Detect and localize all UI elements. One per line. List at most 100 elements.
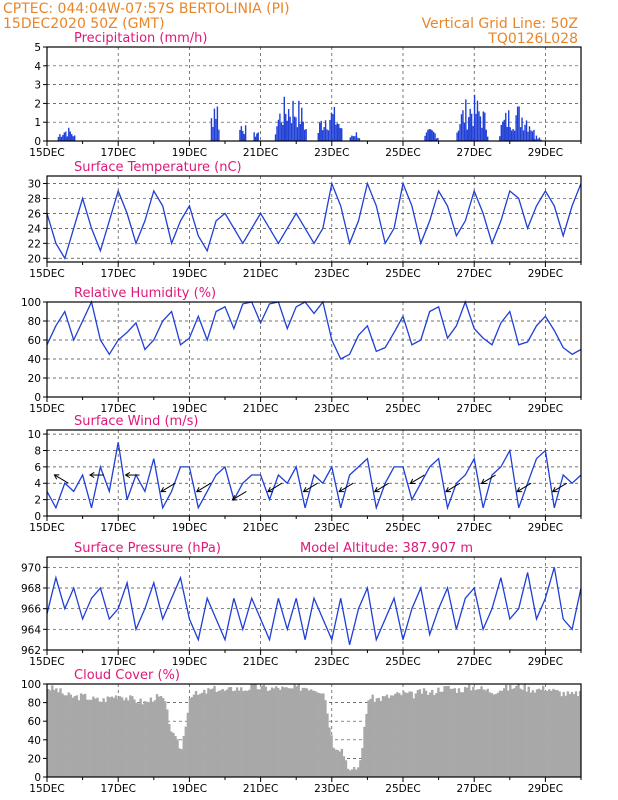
precip-bar — [482, 111, 485, 141]
cloud-bar — [172, 733, 175, 777]
cloud-bar — [389, 695, 393, 777]
precip-xtick-label: 19DEC — [172, 147, 207, 159]
press-xtick-label: 21DEC — [243, 656, 278, 668]
cloud-bar — [69, 694, 72, 777]
cloud-bar — [166, 709, 169, 777]
wind-vector-head — [195, 486, 202, 493]
cloud-bar — [342, 756, 346, 777]
wind-vector-arrow — [410, 474, 425, 484]
precip-bar — [213, 108, 216, 141]
cloud-bar — [279, 689, 282, 777]
precip-bar — [532, 138, 535, 141]
precip-bar — [531, 139, 533, 141]
cloud-bar — [301, 687, 305, 777]
precip-bar — [66, 136, 68, 141]
wind-vector-head — [516, 486, 523, 493]
precip-bar — [485, 129, 487, 141]
precip-bar — [333, 106, 336, 141]
cloud-bar — [445, 686, 448, 777]
cloud-xtick-label: 27DEC — [456, 783, 491, 795]
cloud-bar — [373, 701, 376, 777]
precip-bar — [330, 112, 333, 141]
cloud-bar — [402, 691, 405, 777]
cloud-bar — [556, 690, 559, 777]
cloud-bar — [377, 697, 381, 777]
rh-xtick-label: 29DEC — [528, 403, 563, 415]
precip-bar — [254, 136, 257, 141]
panel-cloud: Cloud Cover (%) 0 20 40 60 80 100 15DEC 17DEC 19D… — [21, 668, 582, 795]
precip-bar — [465, 99, 467, 141]
cloud-bar — [63, 695, 66, 777]
cloud-bar — [65, 695, 68, 777]
precip-bar — [524, 124, 526, 141]
cloud-bar — [108, 697, 111, 777]
cloud-bar — [59, 688, 62, 777]
cloud-bar — [314, 691, 317, 777]
press-xtick-label: 15DEC — [29, 656, 64, 668]
wind-vector-head — [480, 478, 487, 484]
precip-bar — [257, 132, 259, 141]
cloud-ytick-label: 80 — [28, 698, 41, 710]
wind-xtick-label: 27DEC — [456, 522, 491, 534]
cloud-bar — [396, 692, 399, 777]
temp-ytick-label: 24 — [28, 223, 42, 235]
precip-bar — [519, 127, 522, 141]
precip-bars — [57, 94, 542, 141]
cloud-xtick-label: 15DEC — [29, 783, 64, 795]
cloud-bar — [420, 693, 424, 777]
cloud-bar — [168, 724, 171, 777]
cloud-bar — [392, 695, 395, 777]
cloud-bar — [73, 696, 77, 777]
cloud-bar — [291, 688, 294, 777]
cloud-bar — [157, 696, 161, 777]
cloud-bar — [453, 688, 457, 777]
cloud-bar — [463, 686, 467, 777]
cloud-xtick-label: 29DEC — [528, 783, 563, 795]
cloud-bar — [77, 700, 81, 777]
press-xtick-label: 29DEC — [528, 656, 563, 668]
wind-xtick-label: 25DEC — [385, 522, 420, 534]
precip-bar — [244, 125, 247, 141]
precip-bar — [432, 131, 435, 141]
wind-xtick-label: 29DEC — [528, 522, 563, 534]
cloud-bar — [474, 690, 477, 777]
cloud-bar — [383, 696, 387, 777]
cloud-bar — [511, 688, 514, 777]
cloud-bar — [55, 688, 58, 777]
precip-bar — [515, 115, 517, 141]
cloud-bar — [131, 696, 134, 777]
cloud-bar — [500, 690, 504, 777]
cloud-bar — [213, 685, 216, 777]
temp-ytick-label: 22 — [28, 238, 41, 250]
cloud-bar — [316, 692, 319, 777]
temp-xtick-label: 29DEC — [528, 268, 563, 280]
precip-bar — [320, 120, 322, 141]
precip-bar — [239, 129, 241, 141]
precip-bar — [287, 109, 290, 141]
header-station: CPTEC: 044:04W-07:57S BERTOLINIA (PI) — [3, 1, 290, 17]
cloud-bar — [537, 688, 541, 777]
cloud-bar — [548, 689, 551, 777]
cloud-bar — [490, 693, 493, 777]
cloud-bar — [176, 739, 179, 777]
precip-bar — [513, 130, 516, 141]
wind-vector-arrow — [303, 482, 318, 493]
cloud-bar — [240, 687, 243, 777]
cloud-bar — [404, 692, 407, 777]
precip-bar — [326, 129, 328, 141]
precip-bar — [73, 135, 76, 141]
precip-bar — [468, 117, 470, 141]
cloud-bar — [83, 693, 87, 777]
cloud-bar — [311, 690, 315, 777]
precip-bar — [435, 138, 438, 141]
cloud-bar — [285, 687, 288, 777]
precip-bar — [327, 130, 330, 141]
precip-bar — [462, 110, 464, 141]
precip-frame — [46, 46, 582, 142]
cloud-bar — [410, 691, 413, 777]
cloud-bar — [256, 689, 259, 777]
cloud-bar — [472, 686, 475, 777]
cloud-bar — [465, 687, 469, 777]
cloud-bar — [367, 700, 370, 777]
rh-xtick-label: 25DEC — [385, 403, 420, 415]
